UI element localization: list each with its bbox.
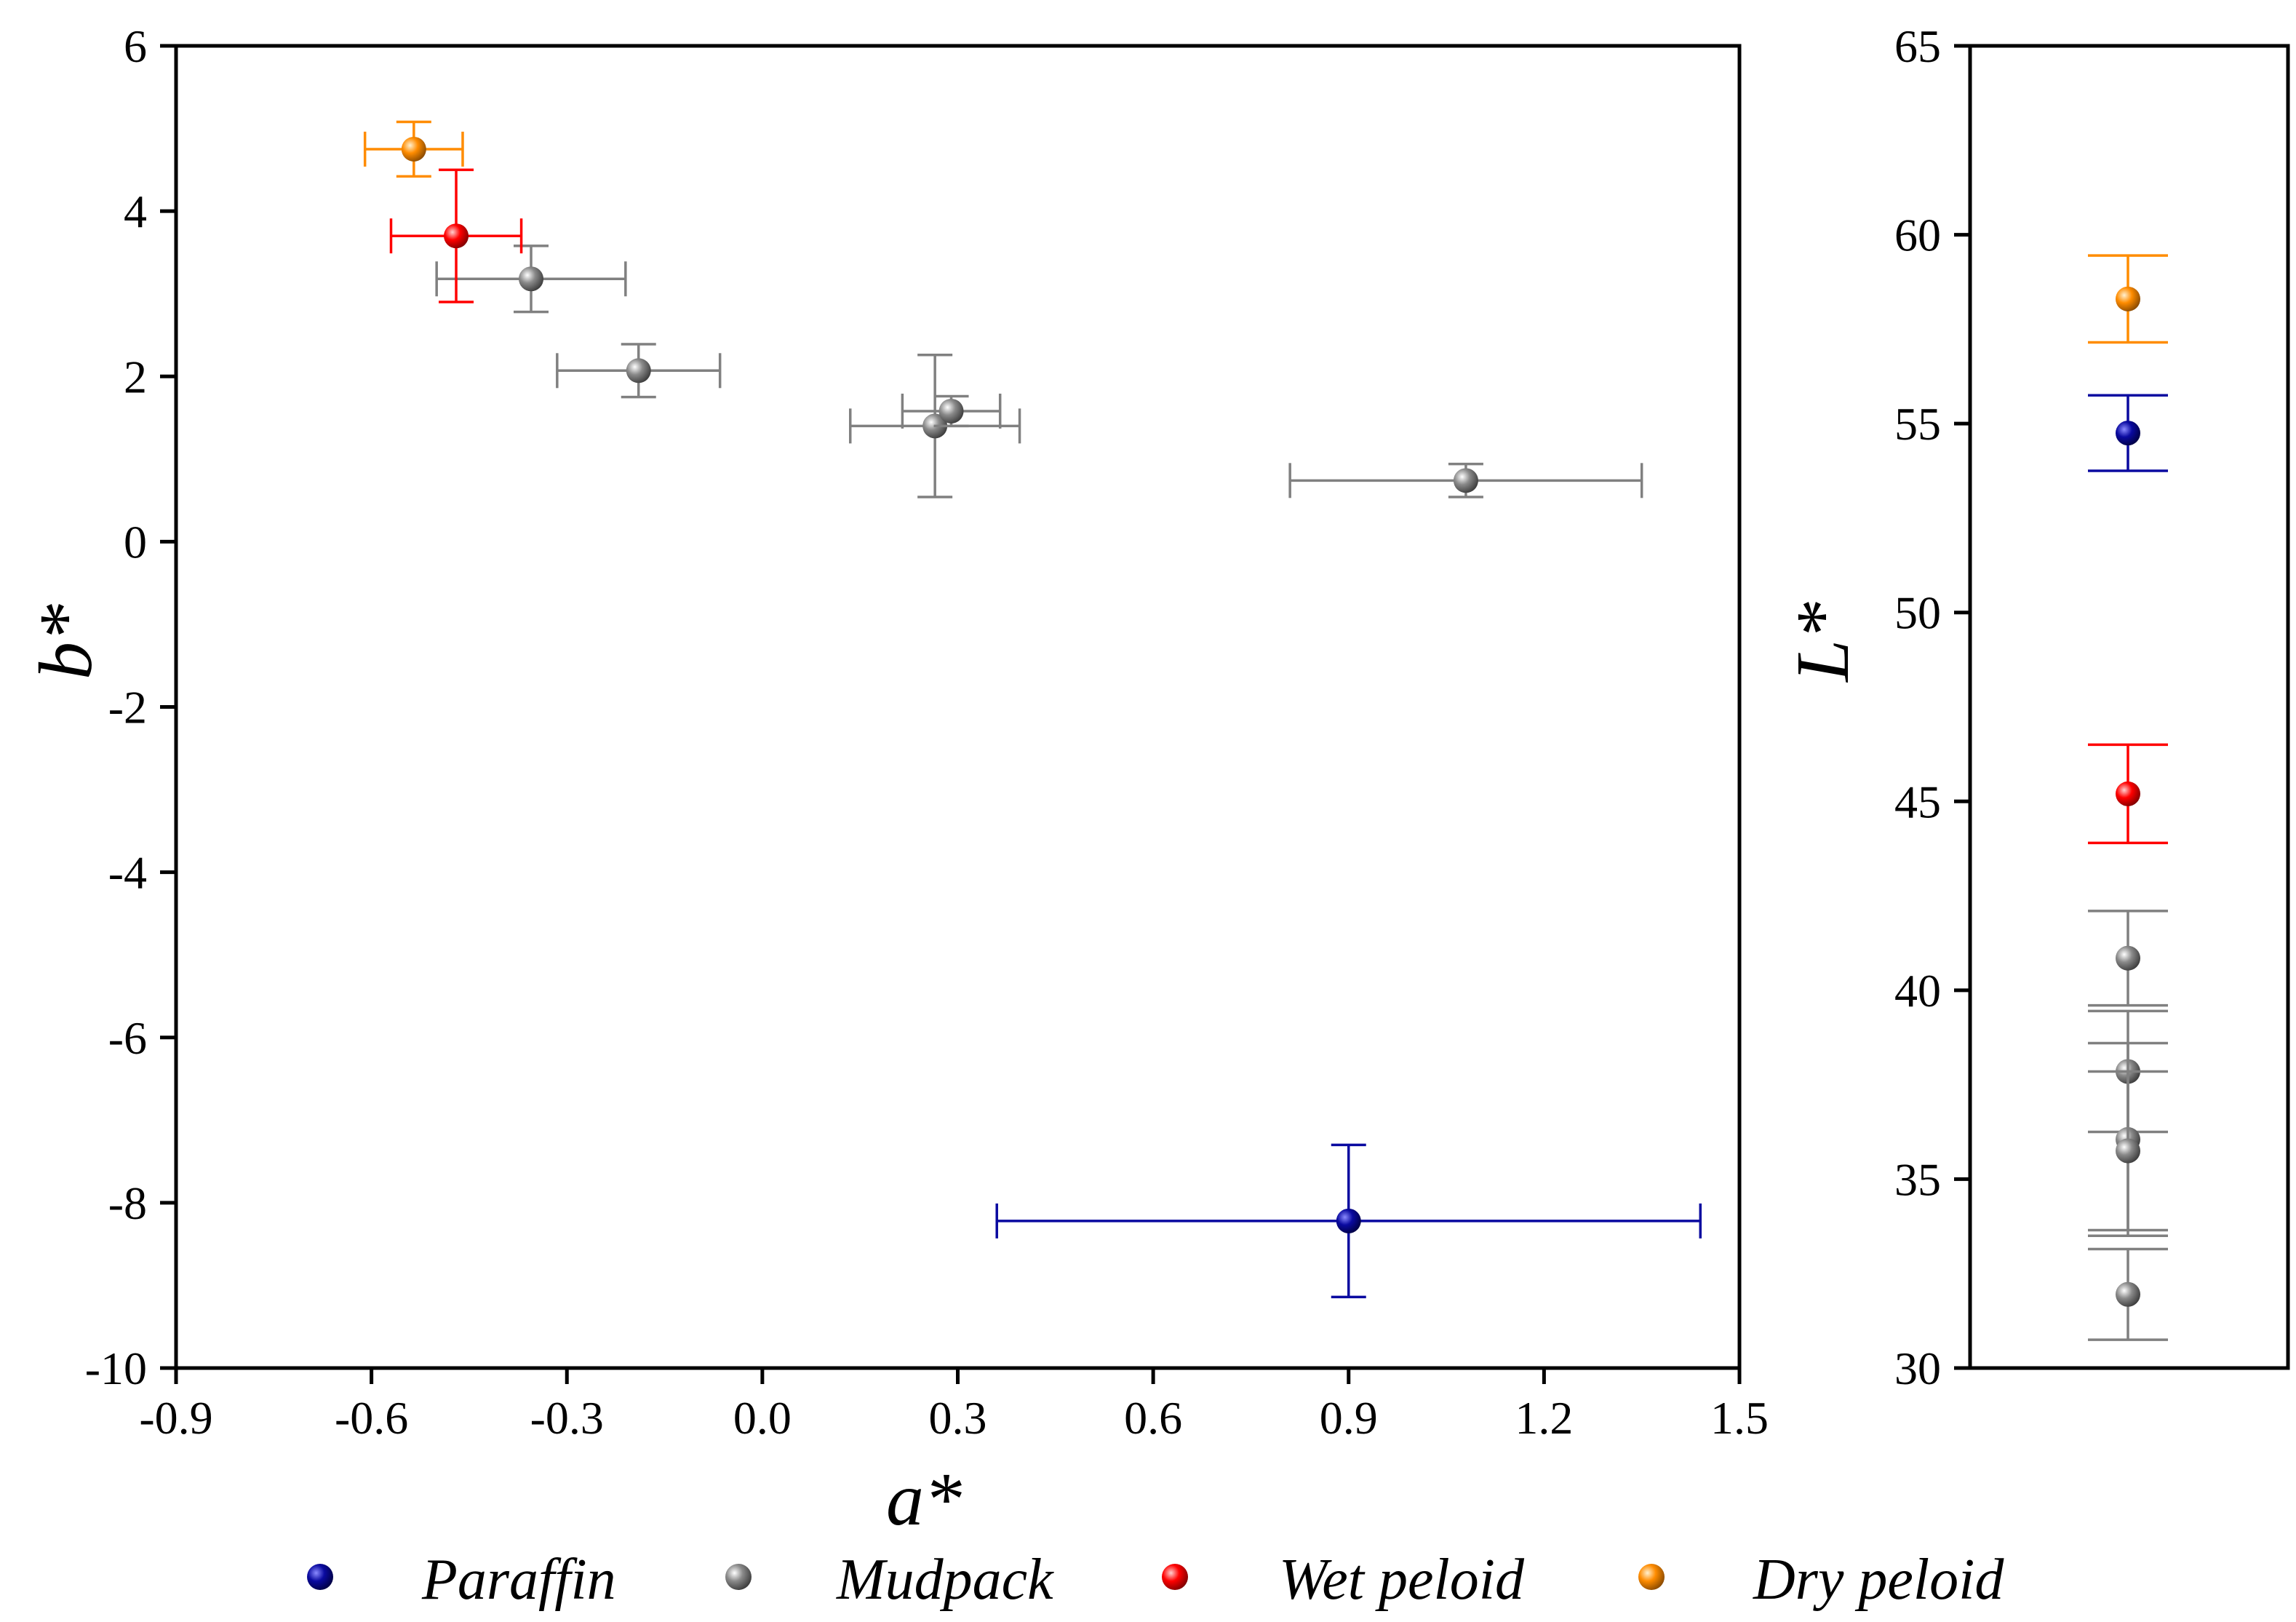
legend-label-dry-peloid: Dry peloid (1753, 1548, 2004, 1612)
x-tick-label: -0.3 (530, 1392, 604, 1444)
l-tick-label: 60 (1894, 210, 1941, 261)
ab-chart: -0.9 -0.6 -0.3 0.0 0.3 0.6 0.9 1.2 1.5 -10 -8 -6 -4 -… (24, 20, 1769, 1541)
l-point-mudpack (2116, 1281, 2140, 1307)
l-tick-label: 45 (1894, 776, 1941, 827)
legend-marker-mudpack (725, 1564, 752, 1590)
y-tick-label: 6 (124, 20, 147, 72)
legend-label-mudpack: Mudpack (836, 1548, 1054, 1612)
y-tick-label: 2 (124, 351, 147, 402)
y-tick-label: -10 (85, 1343, 147, 1394)
l-point-wet-peloid (2116, 781, 2140, 806)
l-tick-label: 65 (1894, 20, 1941, 72)
y-axis-title-b: b* (24, 604, 108, 680)
x-tick-label: 0.3 (929, 1392, 987, 1444)
x-tick-label: -0.6 (335, 1392, 408, 1444)
y-tick-label: -4 (108, 847, 147, 899)
x-tick-label: 0.9 (1320, 1392, 1378, 1444)
legend: Paraffin Mudpack Wet peloid Dry peloid (307, 1548, 2004, 1612)
y-tick-label: -2 (108, 682, 147, 734)
legend-marker-dry-peloid (1638, 1564, 1665, 1590)
l-tick-label: 40 (1894, 965, 1941, 1017)
l-plot-frame (1968, 44, 2290, 1370)
y-tick-label: 0 (124, 516, 147, 568)
l-tick-label: 50 (1894, 587, 1941, 639)
l-tick-label: 55 (1894, 398, 1941, 450)
legend-marker-wet-peloid (1162, 1564, 1188, 1590)
l-point-dry-peloid (2116, 286, 2140, 311)
legend-label-wet-peloid: Wet peloid (1279, 1548, 1525, 1612)
l-axis-ticks: 30 35 40 45 50 55 60 65 (1894, 20, 1970, 1394)
l-tick-label: 35 (1894, 1153, 1941, 1205)
x-tick-label: 0.0 (733, 1392, 792, 1444)
l-data-marks (2088, 254, 2168, 1341)
ab-data-marks (363, 120, 1702, 1299)
l-point-mudpack (2116, 1138, 2140, 1164)
y-tick-label: -6 (108, 1012, 147, 1064)
point-dry-peloid (401, 136, 426, 162)
y-axis-title-l: L* (1781, 602, 1865, 683)
y-tick-label: 4 (124, 186, 147, 237)
point-paraffin (1336, 1208, 1361, 1233)
point-mudpack (626, 358, 651, 383)
point-mudpack (938, 398, 964, 424)
point-mudpack (519, 266, 544, 292)
point-wet-peloid (444, 223, 469, 249)
legend-label-paraffin: Paraffin (421, 1548, 616, 1612)
x-axis-title: a* (886, 1458, 962, 1541)
l-point-mudpack (2116, 945, 2140, 971)
y-tick-label: -8 (108, 1177, 147, 1229)
legend-marker-paraffin (307, 1564, 333, 1590)
l-tick-label: 30 (1894, 1343, 1941, 1394)
point-mudpack (1453, 468, 1478, 493)
x-tick-label: 0.6 (1124, 1392, 1182, 1444)
l-point-paraffin (2116, 421, 2140, 446)
x-tick-label: -0.9 (139, 1392, 212, 1444)
ab-axis-ticks: -0.9 -0.6 -0.3 0.0 0.3 0.6 0.9 1.2 1.5 -10 -8 -6 -4 -… (85, 20, 1769, 1444)
x-tick-label: 1.5 (1710, 1392, 1769, 1444)
l-chart: 30 35 40 45 50 55 60 65 L* (1781, 20, 2290, 1394)
x-tick-label: 1.2 (1515, 1392, 1573, 1444)
ab-plot-frame (174, 44, 1742, 1370)
